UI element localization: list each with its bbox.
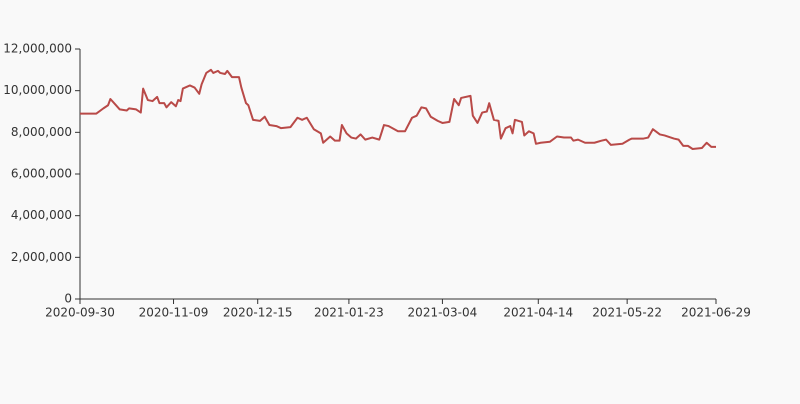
x-tick-label: 2021-01-23 — [314, 306, 384, 320]
x-tick-label: 2021-03-04 — [408, 306, 478, 320]
y-tick-label: 10,000,000 — [3, 83, 72, 97]
x-tick-label: 2020-12-15 — [223, 306, 293, 320]
y-tick-label: 8,000,000 — [11, 125, 72, 139]
series-line — [80, 68, 716, 150]
x-tick-label: 2020-09-30 — [45, 306, 115, 320]
x-tick-label: 2020-11-09 — [139, 306, 209, 320]
y-tick-label: 12,000,000 — [3, 42, 72, 56]
y-tick-label: 2,000,000 — [11, 250, 72, 264]
y-tick-label: 0 — [64, 292, 72, 306]
y-tick-label: 4,000,000 — [11, 208, 72, 222]
x-tick-label: 2021-04-14 — [503, 306, 573, 320]
x-tick-label: 2021-05-22 — [592, 306, 662, 320]
y-tick-label: 6,000,000 — [11, 167, 72, 181]
x-tick-label: 2021-06-29 — [681, 306, 751, 320]
